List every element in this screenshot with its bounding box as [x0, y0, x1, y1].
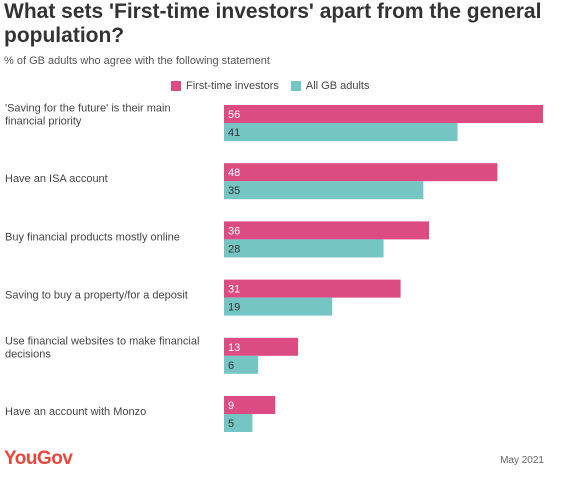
bar-all-gb-adults — [224, 355, 259, 374]
data-label: 9 — [228, 400, 234, 412]
bar-all-gb-adults — [224, 239, 384, 258]
bar-all-gb-adults — [224, 181, 424, 200]
chart-subtitle: % of GB adults who agree with the follow… — [4, 55, 270, 67]
category-label: Buy financial products mostly online — [5, 231, 180, 243]
category-label: Use financial websites to make financial… — [5, 335, 199, 360]
data-label: 35 — [228, 185, 240, 197]
bar-first-time-investors — [224, 396, 276, 414]
bar-first-time-investors — [224, 279, 401, 298]
legend-label-first-time: First-time investors — [186, 80, 279, 92]
bar-all-gb-adults — [224, 297, 333, 316]
legend-swatch-first-time — [171, 81, 181, 91]
data-label: 13 — [228, 342, 240, 354]
legend-item-first-time: First-time investors — [171, 80, 279, 92]
data-label: 31 — [228, 284, 240, 296]
category-label: Saving to buy a property/for a deposit — [5, 290, 188, 302]
yougov-logo: YouGov — [4, 448, 73, 469]
data-label: 48 — [228, 167, 240, 179]
bar-first-time-investors — [224, 221, 430, 240]
bar-all-gb-adults — [224, 123, 458, 141]
data-label: 36 — [228, 225, 240, 237]
data-label: 5 — [228, 418, 234, 430]
data-label: 41 — [228, 127, 240, 139]
category-label: Have an account with Monzo — [5, 406, 146, 418]
category-label: Have an ISA account — [5, 173, 108, 185]
data-label: 19 — [228, 302, 240, 314]
category-label: 'Saving for the future' is their main fin… — [5, 103, 171, 128]
legend-item-all-gb: All GB adults — [290, 80, 370, 92]
legend-label-all-gb: All GB adults — [305, 80, 370, 92]
bar-all-gb-adults — [224, 414, 253, 432]
bar-first-time-investors — [224, 337, 299, 356]
data-label: 6 — [228, 360, 234, 372]
bar-first-time-investors — [224, 105, 543, 123]
data-label: 56 — [228, 109, 240, 121]
bar-first-time-investors — [224, 163, 498, 182]
chart-title: What sets 'First-time investors' apart f… — [4, 0, 542, 47]
legend: First-time investors All GB adults — [171, 80, 382, 92]
date-label: May 2021 — [500, 455, 544, 466]
legend-swatch-all-gb — [290, 81, 301, 91]
data-label: 28 — [228, 243, 240, 255]
